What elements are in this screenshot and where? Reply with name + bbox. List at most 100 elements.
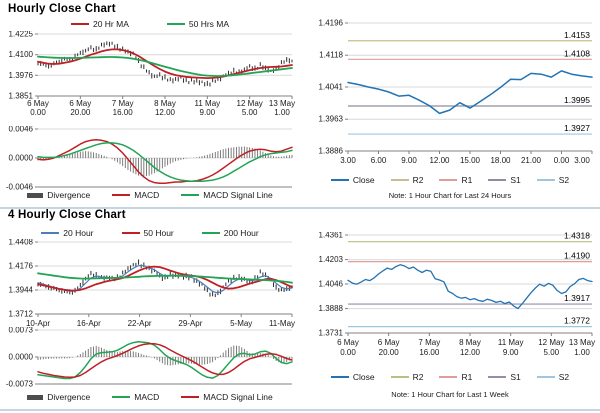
legend-item: Divergence bbox=[27, 190, 90, 200]
svg-text:10-Apr: 10-Apr bbox=[26, 319, 50, 328]
four-hourly-close-chart-panel: 4 Hourly Close Chart 20 Hour 50 Hour 200 H… bbox=[0, 206, 300, 413]
legend-item: 20 Hour bbox=[41, 228, 94, 238]
legend-item: 50 Hrs MA bbox=[166, 19, 230, 29]
legend-label: R1 bbox=[461, 175, 473, 185]
legend-item: Close bbox=[330, 175, 375, 185]
svg-text:12.00: 12.00 bbox=[155, 108, 176, 117]
line-swatch bbox=[488, 179, 507, 181]
line-swatch bbox=[536, 179, 555, 181]
svg-text:16.00: 16.00 bbox=[113, 108, 134, 117]
svg-text:-0.0073: -0.0073 bbox=[6, 380, 34, 389]
line-swatch bbox=[166, 23, 185, 25]
svg-text:20.00: 20.00 bbox=[379, 348, 400, 357]
four-hourly-price-legend: 20 Hour 50 Hour 200 Hour bbox=[0, 228, 300, 238]
line-swatch bbox=[121, 232, 140, 234]
svg-text:1.3927: 1.3927 bbox=[564, 123, 590, 133]
svg-text:8 May: 8 May bbox=[154, 99, 176, 108]
svg-text:12.00: 12.00 bbox=[429, 156, 450, 165]
svg-text:22-Apr: 22-Apr bbox=[128, 319, 152, 328]
svg-text:12 May: 12 May bbox=[538, 338, 564, 347]
legend-label: MACD bbox=[134, 190, 160, 200]
legend-label: Divergence bbox=[47, 190, 91, 200]
line-swatch bbox=[181, 396, 200, 398]
legend-label: 50 Hour bbox=[143, 228, 174, 238]
svg-text:1.4118: 1.4118 bbox=[319, 51, 343, 60]
hourly-macd-legend: Divergence MACD MACD Signal Line bbox=[0, 190, 300, 200]
legend-item: S2 bbox=[536, 175, 569, 185]
svg-text:1.3851: 1.3851 bbox=[9, 92, 34, 101]
svg-text:3.00: 3.00 bbox=[574, 156, 590, 165]
pivot-24h-legend: Close R2 R1 S1 S2 bbox=[300, 175, 600, 185]
legend-label: Close bbox=[352, 372, 375, 382]
svg-text:1.4100: 1.4100 bbox=[9, 50, 34, 59]
legend-item: Close bbox=[330, 372, 375, 382]
svg-text:1.4361: 1.4361 bbox=[319, 232, 344, 240]
legend-label: 50 Hrs MA bbox=[188, 19, 230, 29]
svg-text:1.4176: 1.4176 bbox=[9, 262, 34, 271]
legend-item: MACD bbox=[112, 392, 159, 402]
svg-text:1.3917: 1.3917 bbox=[564, 293, 590, 303]
hourly-macd-svg: 0.0046 0.0000 -0.0046 bbox=[6, 126, 293, 192]
line-swatch bbox=[70, 23, 89, 25]
pivot-1week-note: Note: 1 Hour Chart for Last 1 Week bbox=[391, 390, 509, 399]
line-swatch bbox=[112, 396, 131, 398]
svg-text:7 May: 7 May bbox=[418, 338, 440, 347]
svg-text:1.3995: 1.3995 bbox=[564, 95, 590, 105]
legend-label: R2 bbox=[412, 175, 424, 185]
line-swatch bbox=[201, 232, 220, 234]
svg-text:0.0046: 0.0046 bbox=[9, 126, 34, 134]
svg-text:12 May: 12 May bbox=[237, 99, 263, 108]
svg-text:3.00: 3.00 bbox=[340, 156, 356, 165]
legend-item: R1 bbox=[439, 372, 472, 382]
pivot-1week-panel: 1.4361 1.4203 1.4046 1.3888 1.3731 6 May 0.00 6… bbox=[300, 206, 600, 413]
hourly-macd-chart: 0.0046 0.0000 -0.0046 bbox=[2, 126, 298, 192]
legend-label: MACD bbox=[134, 392, 160, 402]
legend-item: 50 Hour bbox=[121, 228, 174, 238]
svg-text:15.00: 15.00 bbox=[460, 156, 481, 165]
svg-text:12.00: 12.00 bbox=[460, 348, 481, 357]
pivot-24h-note: Note: 1 Hour Chart for Last 24 Hours bbox=[388, 191, 512, 200]
svg-text:6 May: 6 May bbox=[378, 338, 400, 347]
svg-text:1.3888: 1.3888 bbox=[319, 304, 344, 313]
svg-text:1.4196: 1.4196 bbox=[319, 19, 344, 28]
legend-item: MACD Signal Line bbox=[181, 392, 273, 402]
pivot-1week-chart: 1.4361 1.4203 1.4046 1.3888 1.3731 6 May 0.00 6… bbox=[304, 232, 598, 368]
legend-label: S2 bbox=[558, 372, 570, 382]
svg-text:0.00: 0.00 bbox=[30, 108, 46, 117]
legend-label: Close bbox=[352, 175, 375, 185]
pivot-24h-panel: 1.4196 1.4118 1.4041 1.3963 1.3886 3.00 6.00 9.… bbox=[300, 0, 600, 204]
pivot-24h-chart: 1.4196 1.4118 1.4041 1.3963 1.3886 3.00 6.00 9.… bbox=[304, 18, 598, 170]
line-swatch bbox=[41, 232, 60, 234]
four-hourly-price-chart: 1.4408 1.4176 1.3944 1.3712 10-Apr 16-Apr 22-A… bbox=[2, 239, 298, 331]
svg-text:1.3963: 1.3963 bbox=[319, 115, 344, 124]
legend-item: 200 Hour bbox=[201, 228, 259, 238]
bottom-divider bbox=[0, 409, 600, 411]
legend-label: MACD Signal Line bbox=[203, 190, 273, 200]
svg-text:1.4408: 1.4408 bbox=[9, 239, 34, 247]
line-swatch bbox=[390, 376, 409, 378]
svg-text:16-Apr: 16-Apr bbox=[77, 319, 101, 328]
svg-text:0.00: 0.00 bbox=[554, 156, 570, 165]
svg-text:18.00: 18.00 bbox=[490, 156, 511, 165]
svg-text:11 May: 11 May bbox=[498, 338, 524, 347]
line-swatch bbox=[439, 376, 458, 378]
legend-label: R2 bbox=[412, 372, 424, 382]
fourhourly-macd-svg: 0.0073 0.0000 -0.0073 bbox=[6, 327, 293, 389]
svg-text:9.00: 9.00 bbox=[200, 108, 216, 117]
svg-text:16.00: 16.00 bbox=[419, 348, 440, 357]
svg-text:1.4203: 1.4203 bbox=[319, 255, 344, 264]
legend-label: MACD Signal Line bbox=[203, 392, 273, 402]
svg-text:8 May: 8 May bbox=[459, 338, 481, 347]
svg-text:1.4041: 1.4041 bbox=[319, 83, 344, 92]
line-swatch bbox=[330, 376, 349, 378]
line-swatch bbox=[330, 179, 349, 181]
svg-text:1.4046: 1.4046 bbox=[319, 280, 344, 289]
hourly-price-chart: 1.4225 1.4100 1.3976 1.3851 6 May 0.00 6 May 20… bbox=[2, 31, 298, 123]
legend-item: S1 bbox=[488, 372, 521, 382]
hourly-close-chart-panel: Hourly Close Chart 20 Hr MA 50 Hrs MA 1.4… bbox=[0, 0, 300, 204]
svg-text:0.0073: 0.0073 bbox=[9, 327, 34, 335]
line-swatch bbox=[536, 376, 555, 378]
